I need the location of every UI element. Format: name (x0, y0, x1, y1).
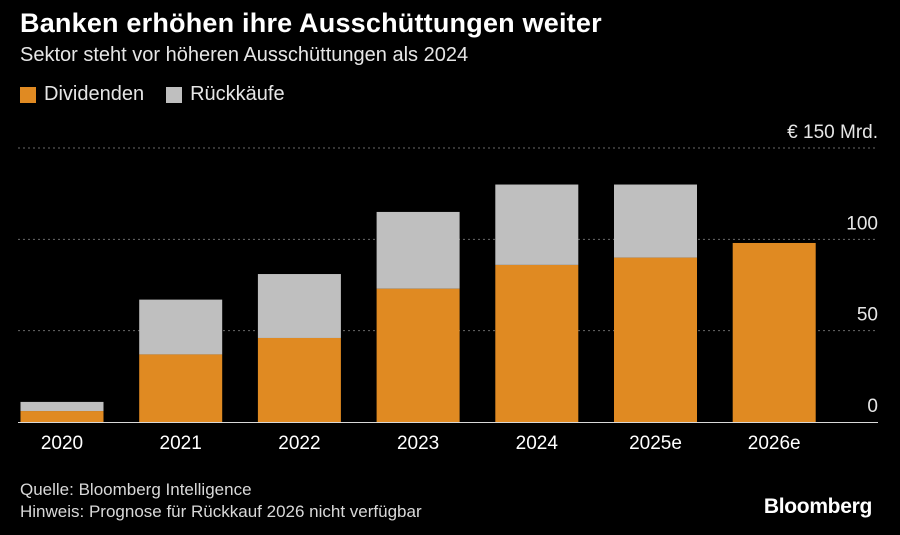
y-tick-label-0: 0 (867, 396, 878, 417)
x-tick-label-2022: 2022 (278, 433, 320, 454)
y-tick-label-150: € 150 Mrd. (787, 122, 878, 143)
bloomberg-logo: Bloomberg (763, 495, 872, 518)
bar-dividends-2026e (732, 242, 816, 422)
bar-dividends-2022 (257, 337, 341, 422)
bar-dividends-2020 (20, 411, 104, 422)
x-tick-label-2025e: 2025e (629, 433, 682, 454)
bar-dividends-2024 (495, 264, 579, 422)
bar-dividends-2025e (614, 257, 697, 422)
bar-buybacks-2021 (139, 299, 223, 355)
x-tick-label-2020: 2020 (41, 433, 83, 454)
chart-title: Banken erhöhen ihre Ausschüttungen weite… (20, 8, 602, 38)
bar-buybacks-2022 (257, 274, 341, 338)
legend-swatch-dividends (20, 86, 36, 103)
legend-label-dividends: Dividenden (44, 83, 145, 105)
y-tick-label-50: 50 (857, 305, 878, 326)
bar-dividends-2021 (139, 354, 223, 422)
x-tick-label-2023: 2023 (397, 433, 439, 454)
bar-buybacks-2024 (495, 184, 579, 265)
legend-swatch-buybacks (166, 86, 183, 103)
bar-buybacks-2023 (376, 211, 460, 289)
chart-subtitle: Sektor steht vor höheren Ausschüttungen … (20, 44, 469, 66)
bar-buybacks-2025e (614, 184, 697, 258)
bar-dividends-2023 (376, 288, 460, 422)
x-tick-label-2024: 2024 (516, 433, 559, 454)
x-tick-label-2021: 2021 (160, 433, 202, 454)
legend-item-dividends: Dividenden (20, 83, 144, 106)
x-tick-label-2026e: 2026e (748, 433, 801, 454)
legend-label-buybacks: Rückkäufe (190, 83, 285, 105)
legend-item-buybacks: Rückkäufe (166, 83, 285, 106)
legend: Dividenden Rückkäufe (20, 83, 307, 106)
bar-buybacks-2020 (20, 401, 104, 412)
footer: Quelle: Bloomberg Intelligence Hinweis: … (20, 479, 422, 523)
hint-note: Hinweis: Prognose für Rückkauf 2026 nich… (20, 502, 422, 521)
y-tick-label-100: 100 (846, 213, 878, 234)
source-note: Quelle: Bloomberg Intelligence (20, 480, 252, 499)
